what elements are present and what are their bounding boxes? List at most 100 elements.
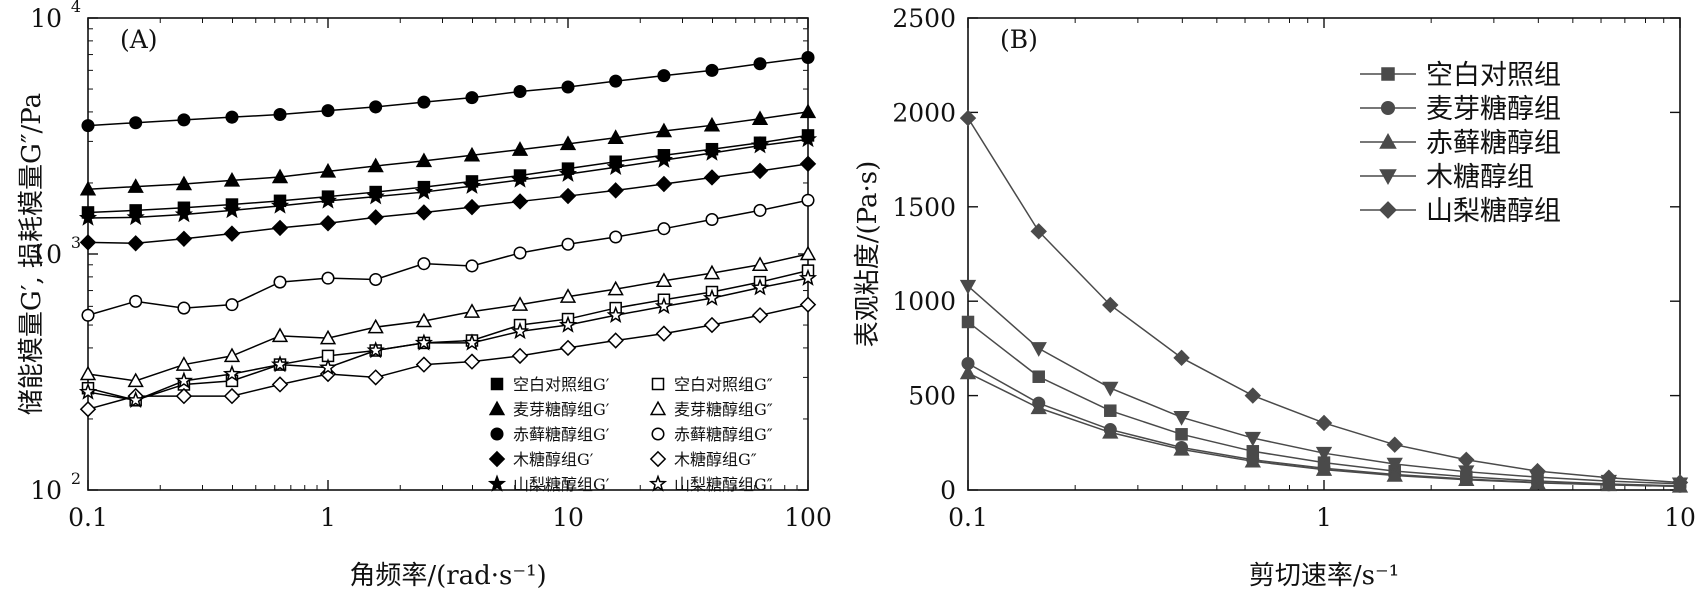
data-point	[1529, 462, 1546, 480]
legend-item: 山梨糖醇组G″	[648, 474, 773, 494]
legend-label: 麦芽糖醇组G″	[674, 400, 773, 419]
data-point	[654, 296, 674, 315]
data-point	[751, 162, 769, 180]
data-point	[1102, 423, 1119, 439]
series-山梨糖醇组	[959, 109, 1689, 491]
series-line	[87, 163, 809, 245]
data-point	[129, 294, 143, 308]
data-point	[511, 296, 529, 311]
data-point	[513, 85, 527, 99]
data-point	[222, 200, 242, 219]
data-point	[271, 327, 289, 343]
data-point	[127, 235, 144, 252]
series-line	[87, 111, 809, 191]
data-point	[559, 288, 577, 303]
data-point	[798, 268, 818, 286]
data-point	[177, 301, 191, 315]
data-point	[1386, 436, 1403, 453]
legend-marker	[488, 400, 506, 416]
y-tick-label: 10	[30, 4, 62, 33]
y-axis-title-a: 储能模量G′, 损耗模量G″/Pa	[17, 93, 47, 415]
data-point	[222, 364, 242, 382]
data-point	[607, 129, 624, 144]
data-point	[366, 340, 385, 359]
data-point	[1671, 474, 1689, 491]
x-tick-label: 1	[1316, 503, 1332, 532]
data-point	[511, 193, 529, 210]
x-tick-label: 0.1	[68, 503, 108, 532]
data-point	[177, 113, 191, 127]
legend-marker	[490, 377, 504, 391]
data-point	[129, 116, 143, 130]
data-point	[1600, 469, 1618, 486]
data-point	[1244, 387, 1262, 404]
data-point	[609, 230, 623, 244]
data-point	[702, 143, 722, 161]
data-point	[463, 146, 481, 162]
legend-label: 赤藓糖醇组G′	[513, 425, 610, 444]
data-point	[126, 207, 145, 226]
legend-marker	[648, 474, 668, 492]
data-point	[271, 219, 289, 237]
data-point	[1030, 223, 1047, 240]
data-point	[223, 347, 241, 363]
data-point	[1032, 370, 1045, 383]
y-tick-label: 10	[30, 240, 62, 269]
legend-item: 空白对照组G′	[490, 375, 610, 394]
data-point	[799, 245, 817, 261]
series-line	[87, 134, 809, 214]
legend-marker	[649, 400, 667, 416]
y-tick-label: 1500	[892, 193, 956, 222]
legend-item: 赤藓糖醇组	[1360, 128, 1561, 159]
data-point	[414, 182, 434, 200]
data-point	[369, 100, 383, 114]
legend-marker	[651, 377, 665, 391]
data-point	[319, 365, 337, 383]
data-point	[1315, 461, 1333, 476]
data-point	[510, 170, 530, 188]
legend-item: 麦芽糖醇组	[1360, 94, 1561, 125]
data-point	[321, 104, 335, 118]
data-point	[79, 234, 97, 251]
data-point	[1173, 411, 1190, 426]
data-point	[1030, 342, 1047, 357]
data-point	[270, 355, 290, 373]
data-point	[1386, 467, 1403, 482]
legend-label: 木糖醇组G″	[674, 450, 757, 469]
legend-marker	[1379, 169, 1397, 186]
data-point	[318, 358, 338, 376]
data-point	[271, 376, 289, 393]
series-空白对照组G′	[81, 129, 815, 219]
data-point	[753, 203, 767, 217]
data-point	[558, 164, 578, 182]
data-point	[367, 209, 384, 226]
data-point	[801, 51, 815, 65]
data-point	[175, 175, 193, 191]
data-point	[607, 332, 624, 349]
series-赤藓糖醇组G′	[81, 51, 815, 133]
data-point	[79, 400, 97, 418]
series-line	[87, 253, 809, 382]
data-point	[78, 208, 98, 226]
legend-label: 空白对照组	[1426, 60, 1561, 91]
data-point	[79, 365, 97, 381]
data-point	[465, 259, 479, 273]
data-point	[415, 204, 433, 221]
legend-label: 空白对照组G″	[674, 375, 773, 394]
data-point	[655, 325, 673, 342]
y-axis-title-b: 表观粘度/(Pa·s)	[853, 161, 883, 347]
x-tick-label: 100	[784, 503, 832, 532]
data-point	[703, 116, 721, 132]
series-line	[87, 138, 809, 219]
data-point	[174, 204, 194, 223]
legend-item: 麦芽糖醇组G′	[488, 400, 610, 419]
data-point	[126, 390, 145, 409]
data-point	[1315, 446, 1333, 462]
series-麦芽糖醇组G′	[79, 103, 817, 196]
legend-item: 木糖醇组G″	[649, 450, 757, 469]
data-point	[753, 57, 767, 71]
data-point	[465, 91, 479, 105]
data-point	[273, 107, 287, 122]
data-point	[606, 157, 625, 176]
